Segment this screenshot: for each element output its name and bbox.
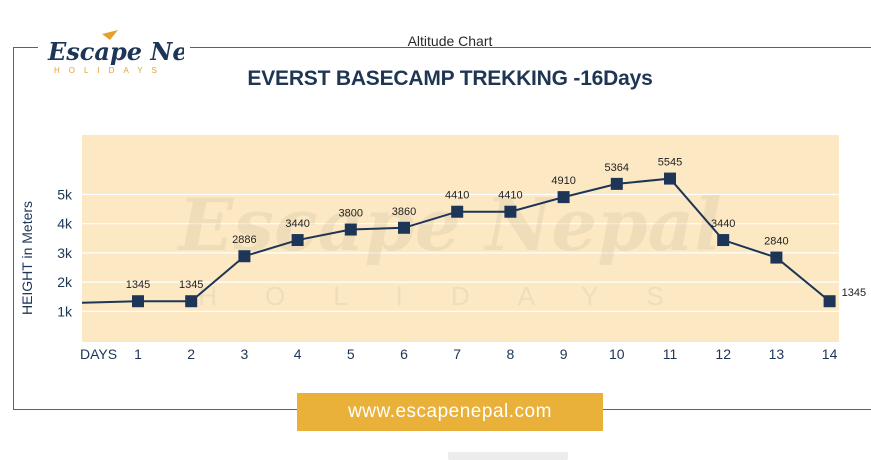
y-tick-label: 3k — [57, 245, 73, 261]
data-label: 3440 — [285, 218, 309, 230]
data-point — [610, 177, 623, 190]
logo-plane-icon — [102, 30, 118, 40]
x-tick-label: 8 — [507, 346, 515, 362]
data-label: 3800 — [339, 208, 363, 220]
chart-title: EVERST BASECAMP TREKKING -16Days — [247, 67, 653, 90]
x-tick-label: 10 — [609, 346, 625, 362]
x-tick-label: 6 — [400, 346, 408, 362]
svg-text:HOLIDAYS: HOLIDAYS — [198, 281, 712, 311]
data-label: 4410 — [445, 190, 469, 202]
data-point — [291, 234, 304, 247]
frame-top-rule-left — [13, 47, 38, 48]
data-point — [664, 172, 676, 185]
y-axis-label: HEIGHT in Meters — [19, 201, 35, 315]
y-tick-label: 1k — [57, 303, 73, 319]
logo-main-text: Escape Nepal — [47, 37, 184, 66]
x-tick-label: 1 — [134, 346, 142, 362]
data-label: 5364 — [605, 162, 629, 174]
x-tick-label: 12 — [715, 346, 731, 362]
data-point — [770, 251, 783, 264]
data-label: 1345 — [126, 279, 150, 291]
x-tick-label: 5 — [347, 346, 355, 362]
data-label: 5545 — [658, 157, 682, 169]
plot-area — [82, 135, 839, 342]
data-label: 3440 — [711, 218, 735, 230]
website-banner[interactable]: www.escapenepal.com — [297, 393, 603, 431]
y-tick-label: 5k — [57, 187, 73, 203]
x-tick-label: 7 — [453, 346, 461, 362]
y-tick-label: 2k — [57, 274, 73, 290]
data-point — [185, 295, 198, 308]
data-label: 2886 — [232, 234, 256, 246]
data-point — [238, 250, 251, 263]
svg-text:Escape Nepal: Escape Nepal — [176, 182, 721, 267]
data-label: 4410 — [498, 190, 522, 202]
x-tick-label: 3 — [241, 346, 249, 362]
escape-nepal-logo: Escape Nepal HOLIDAYS — [47, 30, 184, 75]
frame-top-rule-right — [190, 47, 871, 48]
data-point — [717, 234, 730, 247]
watermark: Escape Nepal HOLIDAYS — [176, 182, 721, 311]
data-point — [823, 295, 836, 308]
data-label: 4910 — [551, 175, 575, 187]
y-tick-label: 4k — [57, 216, 73, 232]
logo-sub-text: HOLIDAYS — [54, 66, 166, 75]
x-tick-label: 4 — [294, 346, 302, 362]
data-label: 1345 — [842, 287, 866, 299]
data-point — [398, 221, 410, 234]
chart-subtitle: Altitude Chart — [407, 33, 493, 49]
data-label: 1345 — [179, 279, 203, 291]
x-tick-label: 9 — [560, 346, 568, 362]
data-point — [132, 295, 144, 308]
faint-bottom-mark — [448, 452, 568, 460]
data-label: 3860 — [392, 206, 416, 218]
data-label: 2840 — [764, 236, 788, 248]
data-point — [451, 205, 464, 218]
x-tick-label: 14 — [822, 346, 838, 362]
data-point — [344, 223, 357, 236]
x-axis-label: DAYS — [80, 346, 117, 362]
data-point — [557, 191, 570, 204]
x-tick-label: 11 — [663, 346, 678, 362]
x-tick-label: 13 — [769, 346, 785, 362]
x-tick-label: 2 — [187, 346, 195, 362]
data-point — [504, 205, 517, 218]
